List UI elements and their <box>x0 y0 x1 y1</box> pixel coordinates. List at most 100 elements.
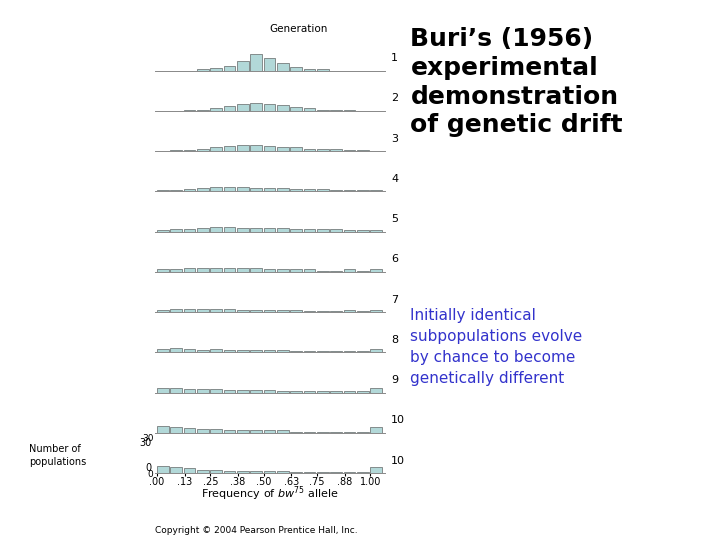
Bar <box>170 308 182 312</box>
Bar <box>197 350 209 352</box>
Bar <box>343 110 356 111</box>
Bar <box>277 105 289 111</box>
Bar <box>264 188 275 191</box>
Text: 4: 4 <box>391 174 398 184</box>
Bar <box>343 309 356 312</box>
Bar <box>277 188 289 191</box>
Bar <box>277 471 289 473</box>
Bar <box>343 269 356 272</box>
Bar <box>343 472 356 473</box>
Bar <box>277 269 289 272</box>
Bar <box>224 66 235 71</box>
Bar <box>251 54 262 71</box>
Bar <box>224 146 235 151</box>
Bar <box>224 106 235 111</box>
Text: Copyright © 2004 Pearson Prentice Hall, Inc.: Copyright © 2004 Pearson Prentice Hall, … <box>155 525 357 535</box>
Bar <box>264 430 275 433</box>
Bar <box>197 110 209 111</box>
Text: 0: 0 <box>145 463 151 473</box>
Bar <box>197 429 209 433</box>
Bar <box>264 390 275 393</box>
Bar <box>184 308 195 312</box>
Bar <box>224 390 235 393</box>
Bar <box>197 148 209 151</box>
Bar <box>317 69 328 71</box>
Bar <box>197 469 209 473</box>
Bar <box>237 350 248 352</box>
Bar <box>210 308 222 312</box>
Bar <box>157 190 168 191</box>
Bar <box>277 309 289 312</box>
Bar <box>197 188 209 191</box>
Bar <box>237 430 248 433</box>
Bar <box>330 271 342 272</box>
Bar <box>184 150 195 151</box>
Bar <box>157 426 168 433</box>
Bar <box>237 390 248 393</box>
Bar <box>197 268 209 272</box>
Bar <box>157 231 168 232</box>
Bar <box>224 227 235 232</box>
Bar <box>184 468 195 473</box>
Bar <box>170 229 182 232</box>
Bar <box>184 229 195 232</box>
Bar <box>330 229 342 232</box>
Bar <box>237 228 248 232</box>
Bar <box>317 311 328 312</box>
Bar <box>304 472 315 473</box>
Bar <box>343 190 356 191</box>
Bar <box>184 268 195 272</box>
Text: 8: 8 <box>391 335 398 345</box>
Bar <box>210 68 222 71</box>
Bar <box>304 311 315 312</box>
Bar <box>157 349 168 352</box>
Bar <box>290 229 302 232</box>
Bar <box>224 268 235 272</box>
Bar <box>157 309 168 312</box>
Bar <box>290 67 302 71</box>
Text: 10: 10 <box>391 456 405 465</box>
Text: 7: 7 <box>391 295 398 305</box>
Bar <box>370 309 382 312</box>
Text: Number of
populations: Number of populations <box>29 444 86 467</box>
Bar <box>330 110 342 111</box>
Bar <box>210 147 222 151</box>
Bar <box>264 58 275 71</box>
Bar <box>197 308 209 312</box>
Bar <box>237 268 248 272</box>
Bar <box>251 228 262 232</box>
Bar <box>357 150 369 151</box>
Bar <box>197 228 209 232</box>
Bar <box>330 472 342 473</box>
Bar <box>170 388 182 393</box>
Bar <box>357 431 369 433</box>
Bar <box>370 190 382 191</box>
Bar <box>184 110 195 111</box>
Bar <box>237 309 248 312</box>
Bar <box>343 150 356 151</box>
Bar <box>370 231 382 232</box>
Bar <box>170 348 182 352</box>
Bar <box>317 189 328 191</box>
Bar <box>330 351 342 352</box>
Bar <box>210 109 222 111</box>
Bar <box>210 389 222 393</box>
Bar <box>290 309 302 312</box>
Text: 2: 2 <box>391 93 398 103</box>
Bar <box>304 229 315 232</box>
Text: 30: 30 <box>139 437 151 448</box>
Bar <box>290 431 302 433</box>
Bar <box>277 147 289 151</box>
Bar <box>264 146 275 151</box>
Bar <box>184 349 195 352</box>
Bar <box>251 471 262 473</box>
Bar <box>277 392 289 393</box>
Bar <box>357 472 369 473</box>
Bar <box>317 271 328 272</box>
Bar <box>170 190 182 191</box>
Bar <box>210 186 222 191</box>
Text: 5: 5 <box>391 214 398 224</box>
Bar <box>317 351 328 352</box>
Text: 3: 3 <box>391 133 398 144</box>
Text: 1: 1 <box>391 53 398 63</box>
